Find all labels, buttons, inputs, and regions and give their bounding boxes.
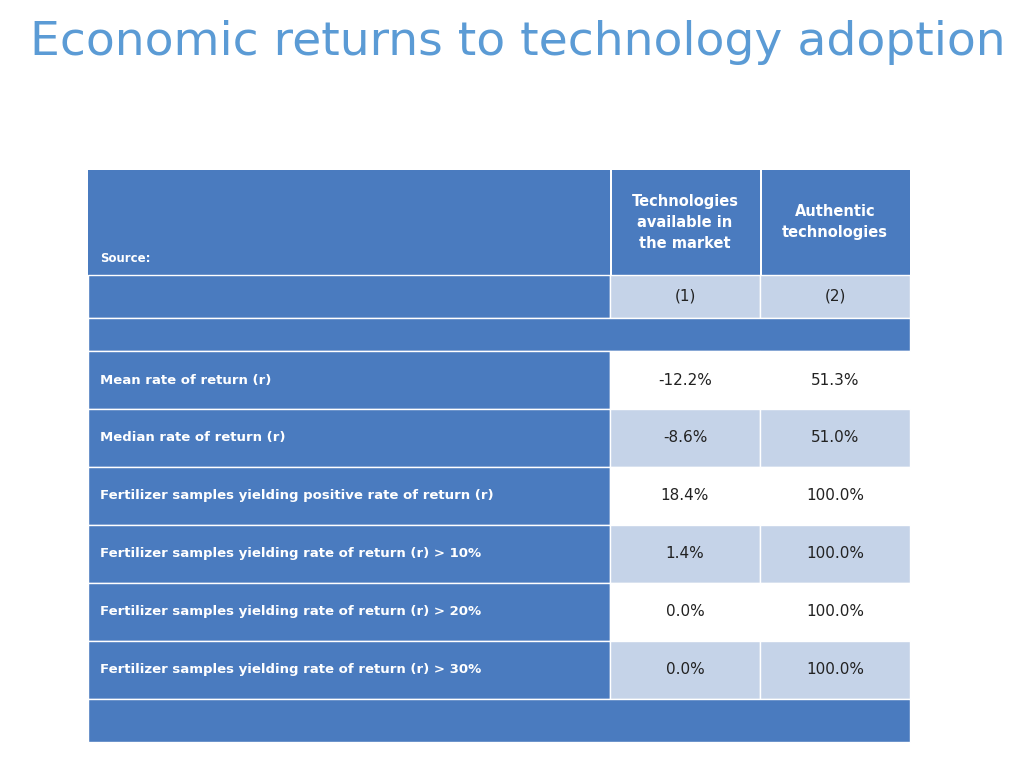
Text: 100.0%: 100.0% <box>806 604 864 620</box>
FancyBboxPatch shape <box>610 583 760 641</box>
FancyBboxPatch shape <box>610 467 760 525</box>
Text: Fertilizer samples yielding positive rate of return (r): Fertilizer samples yielding positive rat… <box>100 489 494 502</box>
Text: Source:: Source: <box>100 252 151 265</box>
FancyBboxPatch shape <box>88 699 910 742</box>
FancyBboxPatch shape <box>760 467 910 525</box>
FancyBboxPatch shape <box>88 170 910 275</box>
Text: Fertilizer samples yielding rate of return (r) > 10%: Fertilizer samples yielding rate of retu… <box>100 548 481 561</box>
Text: 0.0%: 0.0% <box>666 604 705 620</box>
FancyBboxPatch shape <box>88 525 610 583</box>
Text: 100.0%: 100.0% <box>806 547 864 561</box>
FancyBboxPatch shape <box>610 525 760 583</box>
Text: 100.0%: 100.0% <box>806 663 864 677</box>
FancyBboxPatch shape <box>760 641 910 699</box>
FancyBboxPatch shape <box>610 409 760 467</box>
FancyBboxPatch shape <box>88 467 610 525</box>
FancyBboxPatch shape <box>88 641 610 699</box>
Text: (1): (1) <box>675 289 695 304</box>
FancyBboxPatch shape <box>760 275 910 318</box>
Text: 100.0%: 100.0% <box>806 488 864 504</box>
FancyBboxPatch shape <box>610 351 760 409</box>
FancyBboxPatch shape <box>88 275 610 318</box>
Text: 51.3%: 51.3% <box>811 372 859 388</box>
FancyBboxPatch shape <box>760 351 910 409</box>
Text: Median rate of return (r): Median rate of return (r) <box>100 432 286 445</box>
FancyBboxPatch shape <box>88 351 610 409</box>
Text: Authentic
technologies: Authentic technologies <box>782 204 888 240</box>
FancyBboxPatch shape <box>88 318 910 351</box>
FancyBboxPatch shape <box>760 409 910 467</box>
Text: 1.4%: 1.4% <box>666 547 705 561</box>
Text: Mean rate of return (r): Mean rate of return (r) <box>100 373 271 386</box>
FancyBboxPatch shape <box>88 409 610 467</box>
FancyBboxPatch shape <box>760 170 762 275</box>
FancyBboxPatch shape <box>760 525 910 583</box>
Text: Fertilizer samples yielding rate of return (r) > 30%: Fertilizer samples yielding rate of retu… <box>100 664 481 677</box>
Text: Technologies
available in
the market: Technologies available in the market <box>632 194 738 251</box>
Text: 0.0%: 0.0% <box>666 663 705 677</box>
FancyBboxPatch shape <box>610 275 760 318</box>
Text: 51.0%: 51.0% <box>811 431 859 445</box>
FancyBboxPatch shape <box>88 583 610 641</box>
Text: Fertilizer samples yielding rate of return (r) > 20%: Fertilizer samples yielding rate of retu… <box>100 605 481 618</box>
Text: -8.6%: -8.6% <box>663 431 708 445</box>
Text: (2): (2) <box>824 289 846 304</box>
Text: 18.4%: 18.4% <box>660 488 710 504</box>
Text: Economic returns to technology adoption: Economic returns to technology adoption <box>30 20 1006 65</box>
FancyBboxPatch shape <box>610 170 612 275</box>
Text: -12.2%: -12.2% <box>658 372 712 388</box>
FancyBboxPatch shape <box>760 583 910 641</box>
FancyBboxPatch shape <box>610 641 760 699</box>
